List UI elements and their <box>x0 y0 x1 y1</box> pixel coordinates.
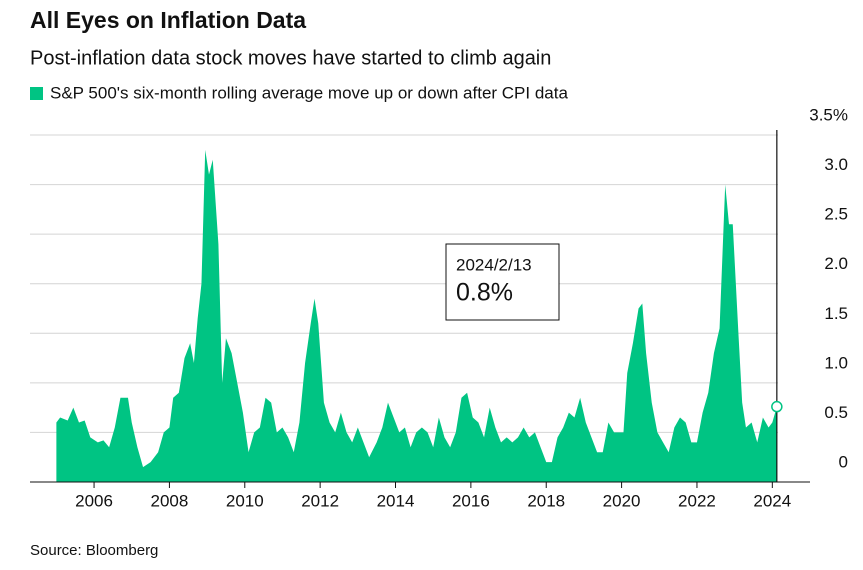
x-tick-label: 2014 <box>377 491 415 510</box>
y-tick-label: 1.0 <box>824 353 848 372</box>
y-tick-label: 2.5 <box>824 205 848 224</box>
x-tick-label: 2016 <box>452 491 490 510</box>
legend-label: S&P 500's six-month rolling average move… <box>50 83 568 102</box>
y-tick-label: 2.0 <box>824 254 848 273</box>
annotation-box <box>445 243 560 321</box>
y-tick-label: 0.5 <box>824 403 848 422</box>
annotation-date: 2024/2/13 <box>456 255 532 274</box>
area <box>56 149 777 482</box>
source: Source: Bloomberg <box>30 542 158 559</box>
chart-title: All Eyes on Inflation Data <box>30 7 306 33</box>
x-tick-label: 2022 <box>678 491 716 510</box>
annotation-value: 0.8% <box>456 279 513 307</box>
y-tick-label: 3.0 <box>824 155 848 174</box>
x-tick-label: 2020 <box>603 491 641 510</box>
y-tick-label: 3.5% <box>809 105 848 124</box>
x-tick-label: 2006 <box>75 491 113 510</box>
chart-subtitle: Post-inflation data stock moves have sta… <box>30 47 551 69</box>
x-tick-label: 2024 <box>753 491 791 510</box>
y-tick-label: 0 <box>839 452 848 471</box>
x-tick-label: 2018 <box>527 491 565 510</box>
legend-swatch <box>30 87 43 100</box>
x-tick-label: 2012 <box>301 491 339 510</box>
x-tick-label: 2010 <box>226 491 264 510</box>
current-marker <box>771 400 783 413</box>
y-tick-label: 1.5 <box>824 304 848 323</box>
x-tick-label: 2008 <box>151 491 189 510</box>
